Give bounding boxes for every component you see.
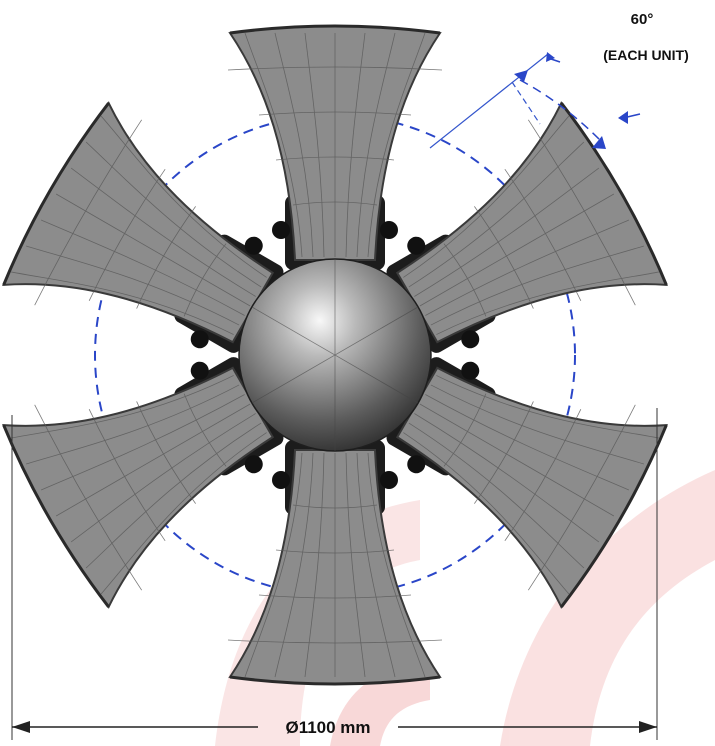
dimension-arrow-left	[12, 721, 30, 733]
center-hub	[238, 258, 432, 452]
dimension-arrow-right	[639, 721, 657, 733]
horn-unit	[386, 101, 668, 353]
horn-unit	[227, 440, 443, 686]
angle-arrow-bottom	[592, 136, 606, 149]
angle-note: (EACH UNIT)	[603, 47, 689, 63]
diameter-dimension: Ø1100 mm	[11, 408, 658, 740]
angle-value: 60°	[631, 11, 654, 28]
horn-group	[2, 24, 668, 686]
diameter-label: Ø1100 mm	[285, 718, 370, 737]
angle-annotation: 60° (EACH UNIT)	[429, 11, 689, 149]
angle-arrow-top	[514, 70, 528, 82]
horn-unit	[2, 101, 284, 353]
horn-unit	[227, 24, 443, 270]
horn-unit	[386, 357, 668, 609]
horn-unit	[2, 357, 284, 609]
